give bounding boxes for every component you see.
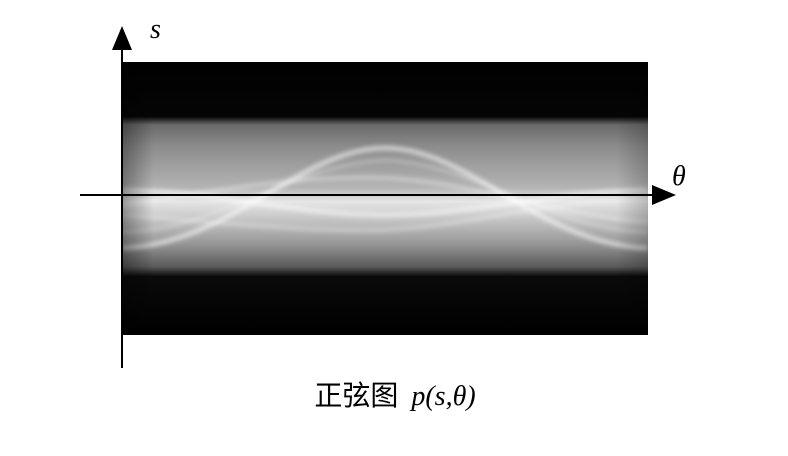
sinogram-image bbox=[122, 62, 648, 335]
vertical-arrowhead bbox=[112, 26, 132, 50]
horizontal-arrowhead bbox=[652, 185, 676, 205]
caption: 正弦图 p(s,θ) bbox=[314, 380, 475, 412]
horizontal-axis-label: θ bbox=[672, 161, 686, 192]
vertical-axis-label: s bbox=[150, 14, 161, 45]
edge-shade bbox=[122, 62, 648, 335]
caption-formula: p(s,θ) bbox=[409, 381, 475, 412]
caption-title: 正弦图 bbox=[314, 380, 398, 412]
